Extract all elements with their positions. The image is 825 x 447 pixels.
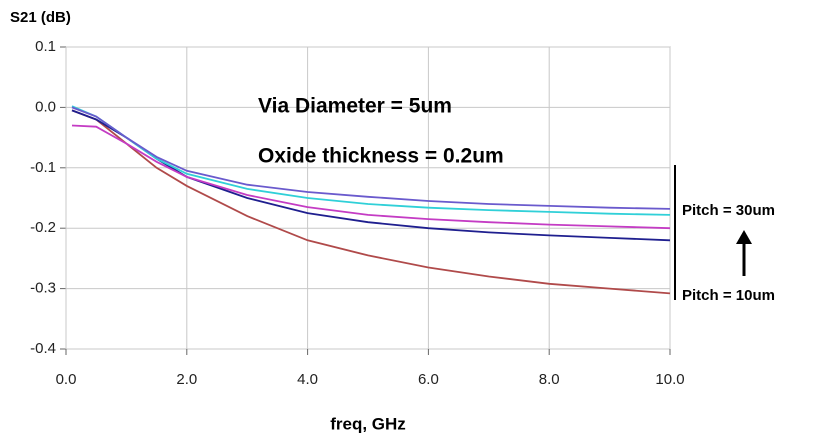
arrow-head: [736, 230, 752, 244]
x-tick-label: 10.0: [655, 371, 684, 388]
x-tick-label: 0.0: [56, 371, 77, 388]
y-tick-label: -0.2: [30, 219, 56, 236]
annotation: Oxide thickness = 0.2um: [258, 145, 504, 168]
y-tick-label: -0.1: [30, 159, 56, 176]
y-tick-label: 0.0: [35, 98, 56, 115]
plot-frame: [65, 46, 671, 350]
series-line: [71, 109, 671, 242]
y-tick-label: -0.4: [30, 340, 56, 357]
annotation: Pitch = 30um: [682, 202, 775, 219]
y-tick-label: -0.3: [30, 280, 56, 297]
series-line: [71, 106, 671, 210]
x-tick-label: 4.0: [297, 371, 318, 388]
x-tick-label: 8.0: [539, 371, 560, 388]
annotation: Pitch = 10um: [682, 287, 775, 304]
x-tick-label: 2.0: [176, 371, 197, 388]
x-axis-label: freq, GHz: [330, 414, 406, 433]
annotation: Via Diameter = 5um: [258, 95, 452, 118]
y-tick-label: 0.1: [35, 38, 56, 55]
x-tick-label: 6.0: [418, 371, 439, 388]
y-axis-label: S21 (dB): [10, 9, 71, 26]
series-line: [71, 124, 671, 230]
series-line: [71, 109, 671, 295]
